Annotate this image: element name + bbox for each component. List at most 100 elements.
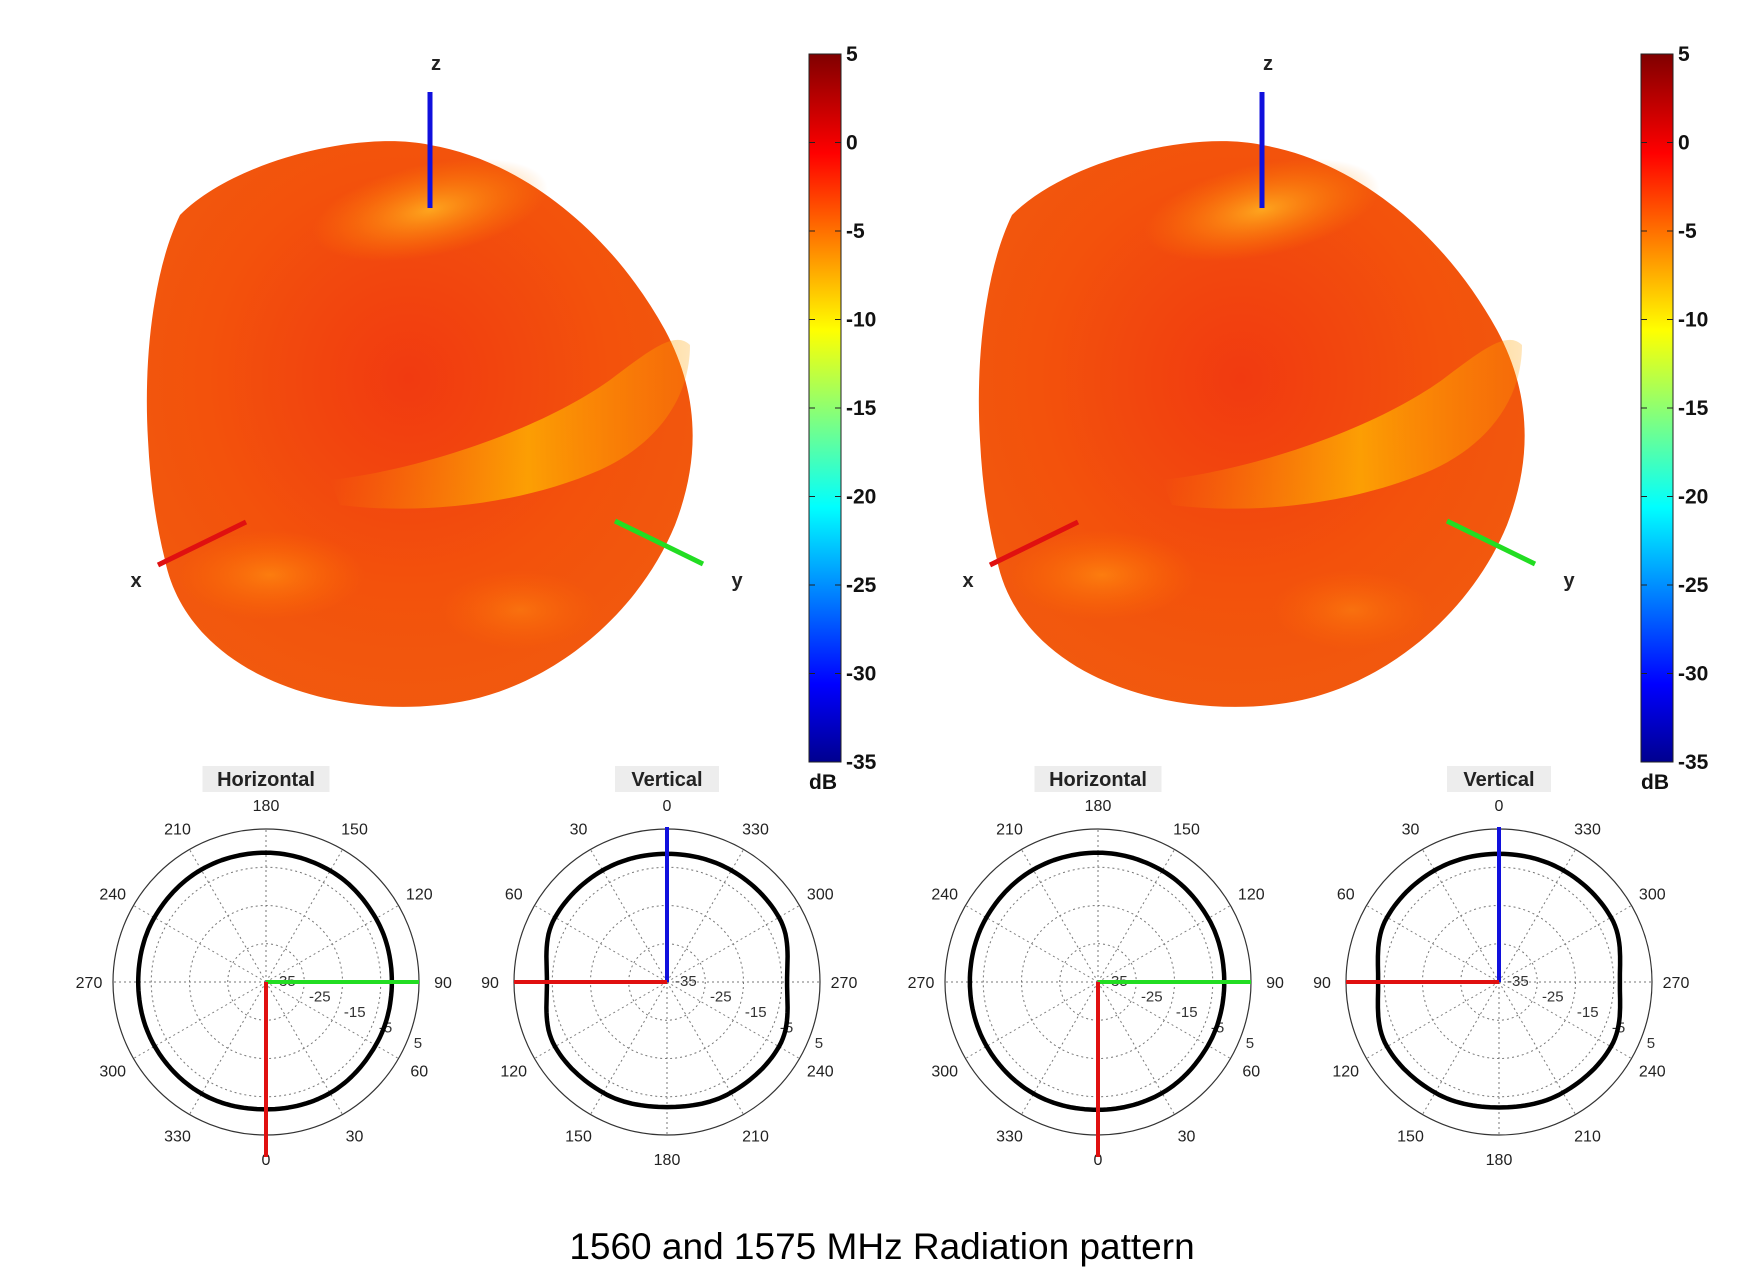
polar-radial-label: 5 xyxy=(1246,1035,1254,1052)
pattern-curve xyxy=(967,850,1227,1113)
polar-angle-label: 90 xyxy=(1266,975,1284,992)
polar-grid-spoke xyxy=(133,905,267,983)
polar-grid-spoke xyxy=(1498,849,1576,983)
polar-angle-label: 240 xyxy=(931,887,958,904)
polar-angle-label: 300 xyxy=(1639,887,1666,904)
polar-grid-spoke xyxy=(1498,981,1576,1115)
colorbar-tick-label: -5 xyxy=(846,220,865,243)
polar-angle-label: 210 xyxy=(1574,1128,1601,1145)
surface-highlight-lower-right xyxy=(1272,570,1432,650)
polar-radial-label: 5 xyxy=(414,1035,422,1052)
polar-radial-label: -15 xyxy=(344,1004,366,1021)
polar-angle-label: 270 xyxy=(76,975,103,992)
polar-title-background xyxy=(1447,766,1551,792)
surface-highlight xyxy=(1144,158,1380,262)
y-axis-label: y xyxy=(1563,570,1575,592)
colorbar-tick-label: -5 xyxy=(1678,220,1697,243)
surface-highlight xyxy=(312,158,548,262)
polar-grid-spoke xyxy=(265,981,399,1059)
chart-panel-2: z x y 5 0 -5 -10 -15 -20 -25 -30 -35 dB Horizontal 180… xyxy=(908,43,1709,1169)
polar-angle-label: 0 xyxy=(1495,798,1504,815)
colorbar-tick-label: -20 xyxy=(846,486,876,509)
3d-pattern-body xyxy=(978,141,1525,707)
x-axis-line xyxy=(156,519,248,568)
polar-angle-label: 180 xyxy=(654,1152,681,1169)
horizontal-polar-plot: Horizontal180150120906030033030027024021… xyxy=(76,766,452,1169)
pattern-curve xyxy=(1375,851,1623,1110)
polar-title: Horizontal xyxy=(1049,769,1147,791)
colorbar: 5 0 -5 -10 -15 -20 -25 -30 -35 dB xyxy=(1640,43,1709,794)
surface-highlight-belt xyxy=(1162,339,1522,509)
polar-angle-label: 210 xyxy=(996,822,1023,839)
y-axis-label: y xyxy=(731,570,743,592)
polar-title: Horizontal xyxy=(217,769,315,791)
polar-grid-spoke xyxy=(1498,981,1632,1059)
polar-grid-spoke xyxy=(265,905,399,983)
colorbar-tick-label: -10 xyxy=(846,309,876,332)
polar-title-background xyxy=(202,766,330,792)
polar-grid-spoke xyxy=(666,981,744,1115)
colorbar-tick-label: -10 xyxy=(1678,309,1708,332)
colorbar-unit-label: dB xyxy=(809,771,837,794)
polar-angle-label: 240 xyxy=(807,1064,834,1081)
polar-grid-spoke xyxy=(1498,905,1632,983)
polar-angle-label: 150 xyxy=(1397,1128,1424,1145)
polar-grid-spoke xyxy=(1021,849,1099,983)
polar-grid-spoke xyxy=(1366,981,1500,1059)
polar-radial-label: -25 xyxy=(710,989,732,1006)
polar-angle-label: 30 xyxy=(1178,1128,1196,1145)
polar-angle-label: 180 xyxy=(1486,1152,1513,1169)
polar-grid-spoke xyxy=(666,905,800,983)
polar-radial-label: -25 xyxy=(1542,989,1564,1006)
polar-angle-label: 0 xyxy=(1094,1152,1103,1169)
colorbar-tick-label: 0 xyxy=(1678,132,1690,155)
colorbar-tick-label: -25 xyxy=(1678,574,1709,597)
polar-radial-label: -15 xyxy=(1577,1004,1599,1021)
colorbar-tick-label: -30 xyxy=(1678,663,1708,686)
polar-angle-label: 180 xyxy=(1085,798,1112,815)
polar-radial-label: -25 xyxy=(309,989,331,1006)
vertical-polar-plot: Vertical 0 330 300 270 240 210 180 150 120 90 60 30 -… xyxy=(481,766,857,1169)
x-axis-line xyxy=(988,519,1080,568)
polar-grid-spoke xyxy=(666,981,800,1059)
polar-angle-label: 120 xyxy=(500,1064,527,1081)
polar-angle-label: 30 xyxy=(1402,822,1420,839)
pattern-curve xyxy=(544,851,790,1110)
polar-grid-spoke xyxy=(666,849,744,983)
polar-grid-spoke xyxy=(590,849,668,983)
colorbar-tick-label: 5 xyxy=(846,43,858,66)
polar-grid-spoke xyxy=(1422,849,1500,983)
y-axis-line xyxy=(1445,518,1537,567)
polar-angle-label: 240 xyxy=(99,887,126,904)
colorbar: 5 0 -5 -10 -15 -20 -25 -30 -35 dB xyxy=(808,43,877,794)
polar-angle-label: 90 xyxy=(434,975,452,992)
polar-title-background xyxy=(1034,766,1162,792)
polar-title: Vertical xyxy=(631,769,702,791)
polar-angle-label: 150 xyxy=(341,822,368,839)
colorbar-tick-label: -25 xyxy=(846,574,877,597)
colorbar-tick-label: -35 xyxy=(846,751,877,774)
polar-grid-spoke xyxy=(1366,905,1500,983)
polar-grid-spoke xyxy=(189,849,267,983)
horizontal-polar-plot: Horizontal180150120906030033030027024021… xyxy=(908,766,1284,1169)
colorbar-tick-label: -30 xyxy=(846,663,876,686)
polar-radial-label: -25 xyxy=(1141,989,1163,1006)
polar-angle-label: 150 xyxy=(565,1128,592,1145)
polar-title-background xyxy=(615,766,719,792)
polar-angle-label: 330 xyxy=(164,1128,191,1145)
figure-caption: 1560 and 1575 MHz Radiation pattern xyxy=(569,1226,1195,1267)
polar-grid-spoke xyxy=(133,981,267,1059)
polar-title: Vertical xyxy=(1463,769,1534,791)
surface-highlight-lower-right xyxy=(440,570,600,650)
polar-grid-ring xyxy=(1460,943,1538,1021)
polar-angle-label: 60 xyxy=(1337,887,1355,904)
colorbar-tick-label: -15 xyxy=(1678,397,1709,420)
polar-angle-label: 90 xyxy=(481,975,499,992)
polar-radial-label: -35 xyxy=(675,973,697,990)
polar-angle-label: 0 xyxy=(663,798,672,815)
polar-grid-ring xyxy=(628,943,706,1021)
polar-grid-spoke xyxy=(1097,905,1231,983)
colorbar-tick-label: -20 xyxy=(1678,486,1708,509)
polar-angle-label: 120 xyxy=(1238,887,1265,904)
polar-angle-label: 270 xyxy=(1663,975,1690,992)
